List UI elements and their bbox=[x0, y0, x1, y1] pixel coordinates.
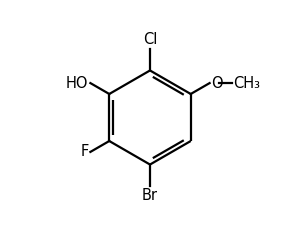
Text: Cl: Cl bbox=[143, 32, 157, 47]
Text: HO: HO bbox=[66, 76, 88, 90]
Text: Br: Br bbox=[142, 188, 158, 203]
Text: CH₃: CH₃ bbox=[233, 76, 260, 90]
Text: O: O bbox=[211, 76, 222, 90]
Text: F: F bbox=[80, 145, 88, 159]
